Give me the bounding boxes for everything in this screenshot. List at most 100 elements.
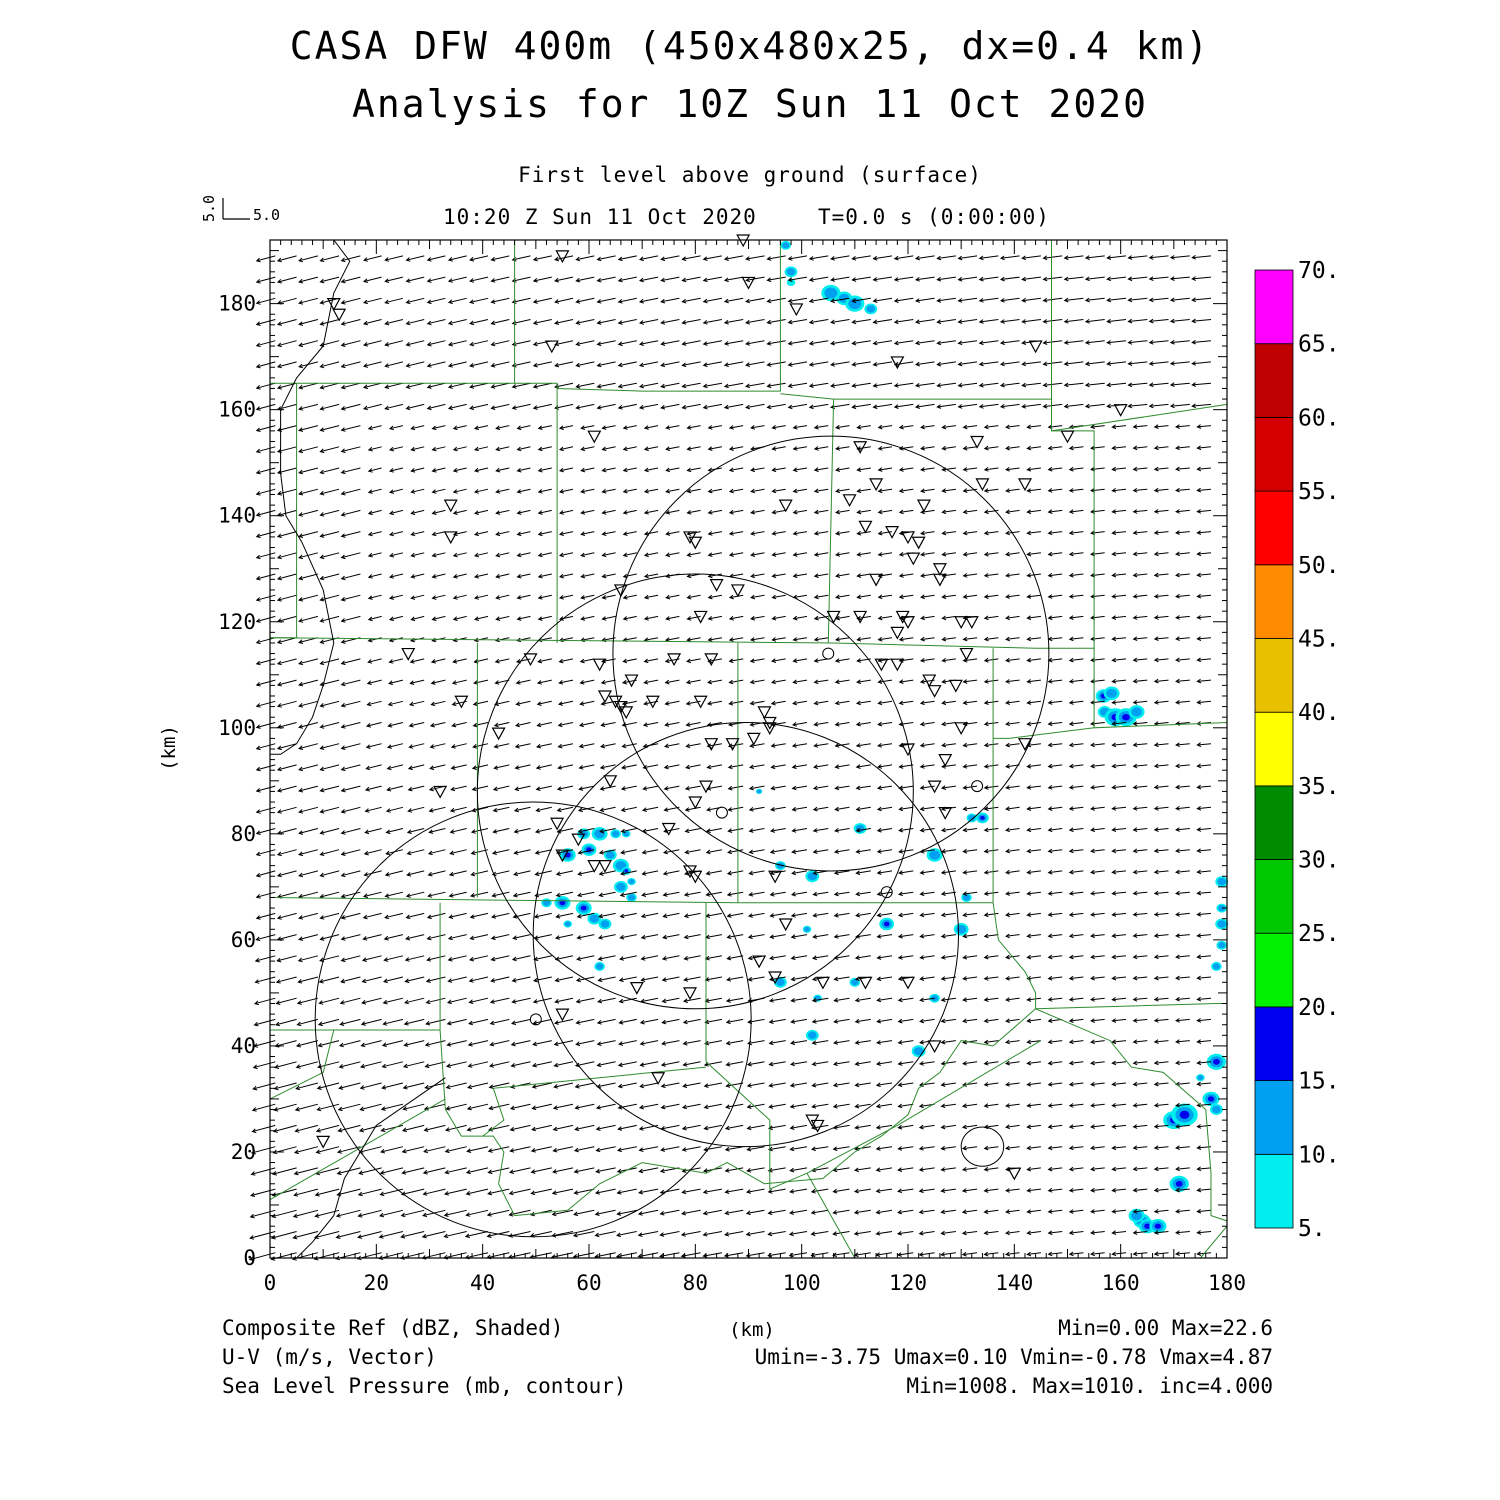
wind-vector <box>830 340 850 346</box>
wind-vector <box>702 1231 722 1237</box>
wind-vector <box>640 976 659 982</box>
wind-vector <box>832 1188 850 1194</box>
wind-vector <box>1106 297 1127 303</box>
wind-vector <box>408 722 425 728</box>
wind-vector <box>898 424 914 430</box>
wind-vector <box>893 319 914 325</box>
wind-vector <box>255 806 276 814</box>
wind-vector <box>319 255 340 263</box>
wind-vector <box>1090 869 1105 875</box>
wind-vector <box>875 1061 893 1066</box>
wind-vector <box>255 488 276 496</box>
station-marker <box>613 584 628 598</box>
wind-vector <box>298 297 319 305</box>
wind-vector <box>531 1061 552 1068</box>
wind-vector <box>576 891 595 898</box>
wind-vector <box>1148 382 1169 388</box>
wind-vector <box>494 679 510 685</box>
wind-vector <box>367 425 382 431</box>
wind-vector <box>293 1167 319 1176</box>
station-marker <box>927 780 942 794</box>
echo-cell <box>776 978 785 986</box>
wind-vector <box>255 637 276 645</box>
wind-vector <box>255 446 276 454</box>
wind-vector <box>1191 254 1212 260</box>
wind-vector <box>790 934 808 939</box>
wind-vector <box>914 340 935 346</box>
wind-vector <box>431 425 446 431</box>
wind-vector <box>410 446 425 452</box>
wind-vector <box>1047 1145 1063 1151</box>
wind-vector <box>1042 340 1063 345</box>
wind-vector <box>340 806 361 814</box>
station-marker <box>597 690 612 704</box>
wind-vector <box>573 1167 595 1174</box>
wind-vector <box>962 445 978 451</box>
wind-vector <box>749 700 765 706</box>
wind-vector <box>255 573 276 581</box>
wind-vector <box>681 340 701 346</box>
county-line <box>482 1135 516 1216</box>
wind-vector <box>1063 403 1084 409</box>
wind-vector <box>962 679 978 684</box>
wind-vector <box>725 997 744 1003</box>
station-marker <box>667 653 682 667</box>
wind-vector <box>833 912 850 918</box>
wind-vector <box>1005 869 1020 875</box>
wind-vector <box>1026 466 1041 472</box>
wind-vector <box>854 1082 871 1088</box>
wind-vector <box>940 1061 956 1066</box>
wind-vector <box>319 509 340 517</box>
wind-vector <box>597 955 616 961</box>
wind-vector <box>707 488 722 494</box>
wind-vector <box>833 976 850 982</box>
wind-vector <box>617 1082 637 1089</box>
wind-vector <box>1047 869 1063 875</box>
wind-vector <box>405 382 425 389</box>
wind-vector <box>643 615 659 621</box>
wind-vector <box>537 594 552 600</box>
wind-vector <box>724 1124 744 1131</box>
wind-vector <box>978 319 999 324</box>
wind-vector <box>425 997 446 1005</box>
wind-vector <box>365 722 382 728</box>
wind-vector <box>662 912 680 919</box>
wind-vector <box>362 403 382 411</box>
wind-vector <box>472 722 489 728</box>
wind-vector <box>834 828 850 833</box>
station-marker <box>853 441 868 455</box>
wind-vector <box>856 446 871 451</box>
wind-vector <box>665 446 680 452</box>
wind-vector <box>367 615 382 622</box>
wind-vector <box>767 1252 786 1258</box>
wind-vector <box>640 934 659 940</box>
wind-vector <box>447 382 467 389</box>
valid-time: 10:20 Z Sun 11 Oct 2020 <box>443 205 757 229</box>
wind-vector <box>856 594 871 600</box>
wind-vector <box>1047 1230 1063 1236</box>
wind-vector <box>1090 954 1105 960</box>
wind-vector <box>298 531 319 538</box>
wind-vector <box>255 552 276 560</box>
wind-vector <box>367 573 382 579</box>
wind-vector <box>851 361 871 367</box>
station-marker <box>587 430 602 444</box>
wind-vector <box>726 870 744 876</box>
wind-vector <box>1026 509 1041 515</box>
wind-vector <box>940 1230 956 1236</box>
wind-vector <box>619 955 637 961</box>
wind-vector <box>957 255 978 261</box>
wind-vector <box>1090 509 1105 514</box>
wind-vector <box>983 1188 999 1193</box>
wind-vector <box>490 276 510 283</box>
wind-vector <box>427 870 446 877</box>
wind-vector <box>702 1209 722 1216</box>
wind-vector <box>920 488 935 494</box>
wind-vector <box>1175 1060 1190 1066</box>
colorbar-label: 55. <box>1298 479 1340 505</box>
wind-vector <box>319 658 340 666</box>
wind-vector <box>1005 1060 1020 1066</box>
wind-vector <box>1047 572 1063 578</box>
wind-vector <box>1175 1145 1190 1151</box>
wind-vector <box>388 509 404 516</box>
